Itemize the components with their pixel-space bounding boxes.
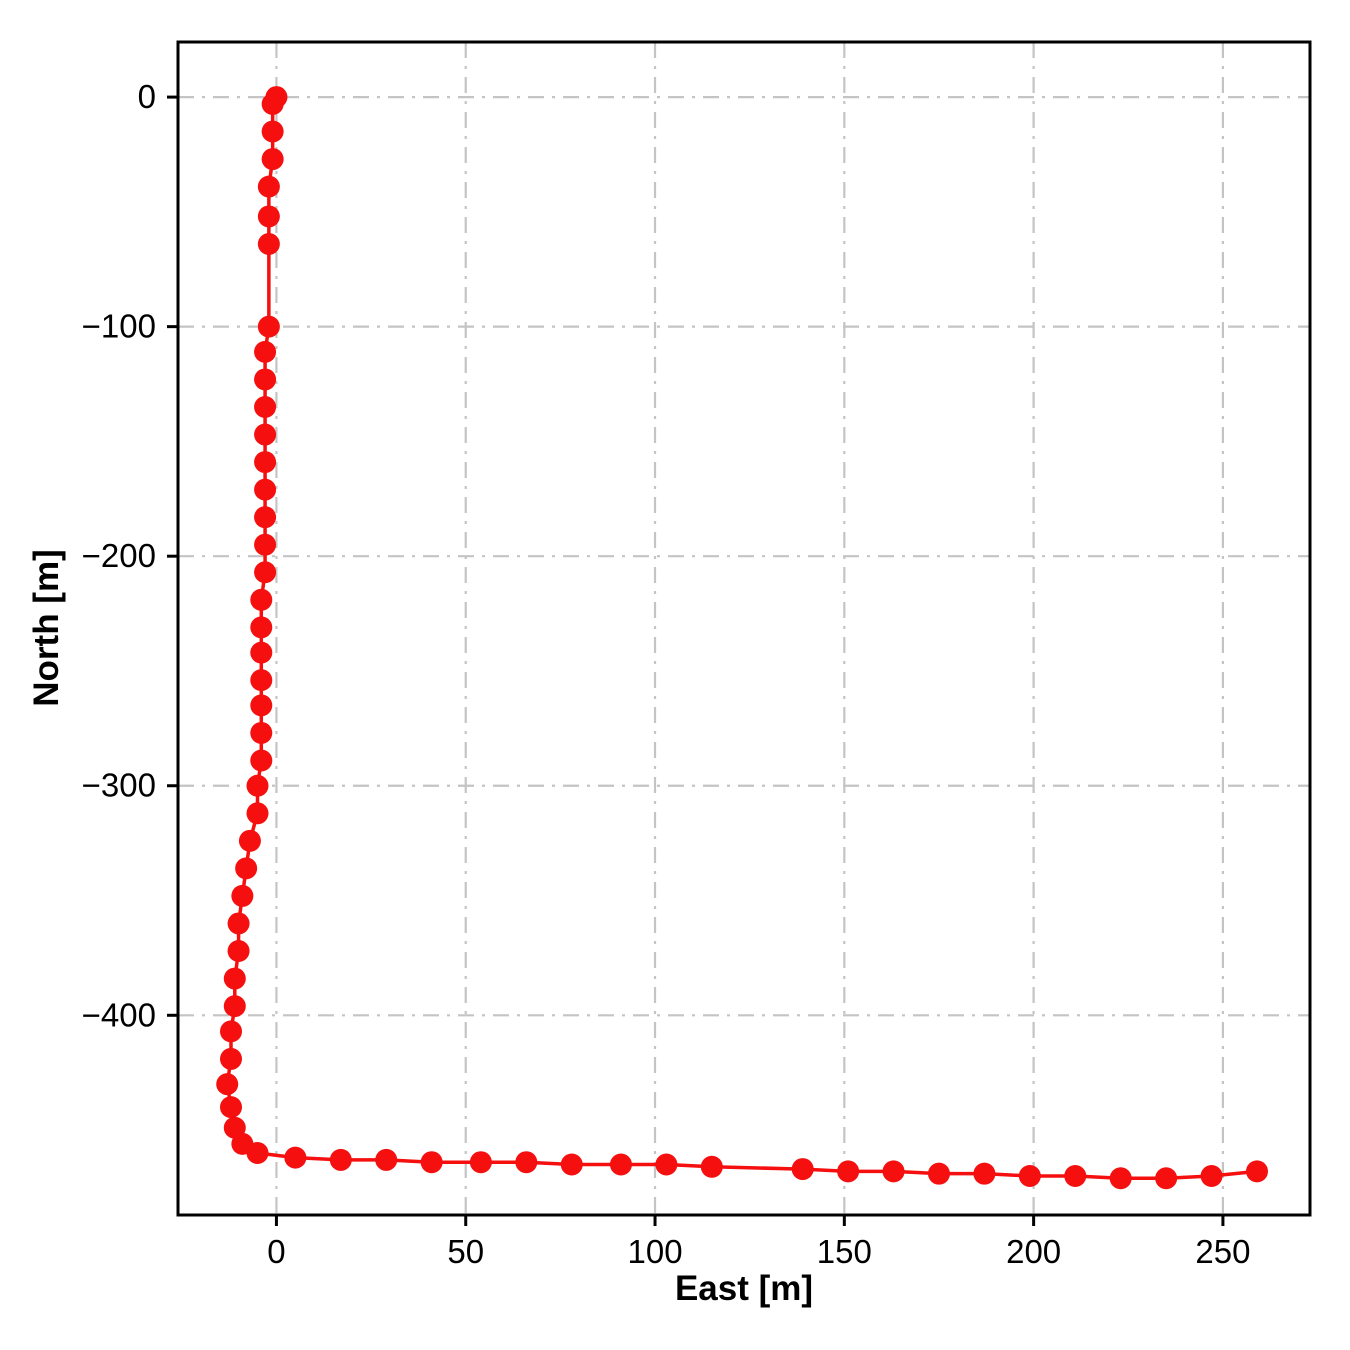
x-axis-label: East [m] (675, 1269, 813, 1308)
plot-border (176, 40, 1312, 1217)
svg-text:0: 0 (138, 78, 156, 115)
svg-text:−100: −100 (82, 308, 156, 345)
svg-text:50: 50 (447, 1233, 484, 1270)
trajectory-series (216, 86, 1268, 1190)
grid-lines (178, 42, 1310, 1215)
y-axis-label: North [m] (27, 549, 66, 706)
svg-text:−300: −300 (82, 767, 156, 804)
svg-text:100: 100 (627, 1233, 682, 1270)
svg-text:−200: −200 (82, 537, 156, 574)
axis-ticks (167, 95, 1225, 1226)
svg-text:150: 150 (817, 1233, 872, 1270)
svg-text:200: 200 (1006, 1233, 1061, 1270)
svg-text:0: 0 (267, 1233, 285, 1270)
svg-text:250: 250 (1195, 1233, 1250, 1270)
svg-text:−400: −400 (82, 996, 156, 1033)
axis-tick-labels: 0 50 100 150 200 250 0 −100 −200 −300 −400 (82, 78, 1251, 1270)
